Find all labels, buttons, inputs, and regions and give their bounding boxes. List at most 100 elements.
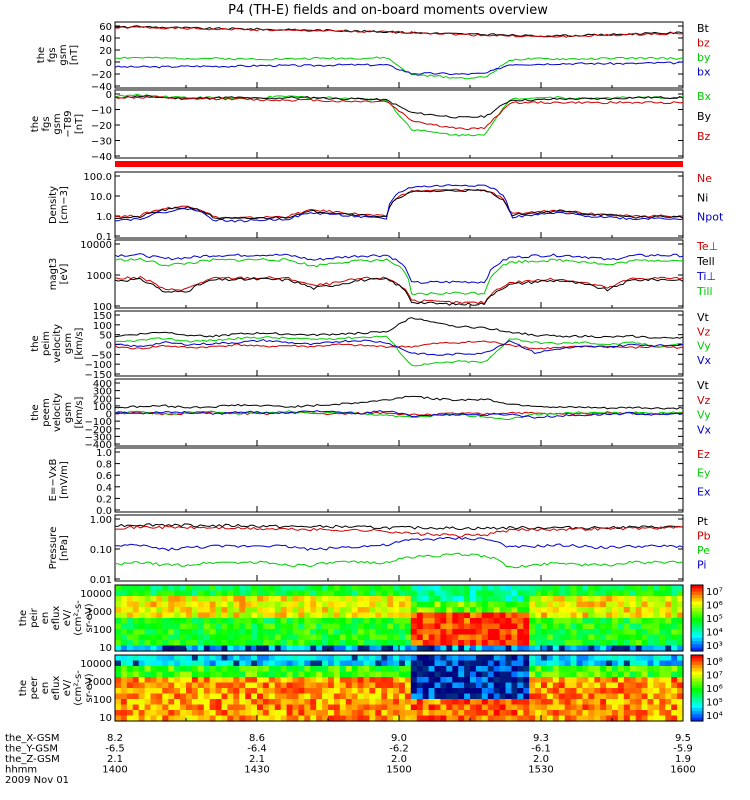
heatmap-cell	[582, 618, 589, 625]
heatmap-cell	[487, 645, 495, 652]
heatmap-cell	[410, 590, 418, 597]
heatmap-cell	[245, 699, 252, 706]
heatmap-cell	[641, 596, 649, 603]
ylabel-line: the	[18, 680, 29, 696]
legend-Pb: Pb	[697, 530, 711, 543]
heatmap-cell	[629, 677, 637, 684]
heatmap-cell	[677, 596, 684, 603]
heatmap-cell	[440, 682, 447, 689]
heatmap-cell	[215, 715, 223, 722]
heatmap-cell	[410, 666, 418, 673]
heatmap-cell	[653, 715, 660, 722]
heatmap-cell	[144, 645, 152, 652]
heatmap-cell	[464, 699, 471, 706]
heatmap-cell	[132, 693, 140, 700]
heatmap-cell	[546, 682, 554, 689]
heatmap-cell	[304, 645, 311, 652]
series-line-Pt	[114, 523, 684, 531]
heatmap-cell	[416, 671, 424, 678]
heatmap-cell	[280, 634, 288, 641]
heatmap-cell	[570, 666, 578, 673]
heatmap-cell	[588, 677, 595, 684]
heatmap-cell	[286, 634, 294, 641]
heatmap-cell	[546, 607, 554, 614]
heatmap-cell	[440, 601, 447, 608]
heatmap-cell	[138, 601, 146, 608]
heatmap-cell	[115, 612, 122, 619]
heatmap-cell	[653, 710, 660, 717]
heatmap-cell	[416, 640, 424, 647]
heatmap-cell	[126, 655, 134, 662]
heatmap-cell	[387, 677, 394, 684]
heatmap-cell	[251, 634, 258, 641]
heatmap-cell	[517, 612, 524, 619]
heatmap-cell	[623, 607, 631, 614]
heatmap-cell	[316, 666, 323, 673]
heatmap-cell	[239, 590, 246, 597]
heatmap-cell	[529, 612, 536, 619]
heatmap-cell	[209, 660, 217, 667]
heatmap-cell	[558, 601, 566, 608]
heatmap-cell	[523, 660, 530, 667]
heatmap-cell	[369, 623, 376, 630]
heatmap-cell	[197, 645, 205, 652]
heatmap-cell	[251, 640, 258, 647]
heatmap-cell	[304, 677, 311, 684]
heatmap-cell	[186, 612, 193, 619]
heatmap-cell	[422, 671, 430, 678]
heatmap-cell	[606, 704, 613, 711]
legend-Ex: Ex	[697, 485, 711, 498]
ytick-label: −150	[85, 370, 112, 381]
legend-Ey: Ey	[697, 467, 711, 480]
heatmap-cell	[292, 640, 299, 647]
heatmap-cell	[120, 596, 128, 603]
heatmap-cell	[191, 704, 199, 711]
heatmap-cell	[245, 710, 252, 717]
heatmap-cell	[369, 645, 376, 652]
heatmap-cell	[629, 596, 637, 603]
heatmap-cell	[369, 671, 376, 678]
heatmap-cell	[505, 682, 512, 689]
heatmap-cell	[641, 634, 649, 641]
heatmap-cell	[582, 629, 589, 636]
heatmap-cell	[387, 623, 394, 630]
heatmap-cell	[588, 710, 595, 717]
heatmap-cell	[168, 660, 175, 667]
ytick-label: 0.01	[90, 575, 112, 586]
heatmap-cell	[659, 607, 666, 614]
heatmap-cell	[186, 590, 193, 597]
heatmap-cell	[499, 688, 507, 695]
heatmap-cell	[191, 693, 199, 700]
ylabel-line: (cm²-s-	[73, 600, 84, 636]
heatmap-cell	[363, 699, 370, 706]
heatmap-cell	[659, 601, 666, 608]
heatmap-cell	[357, 688, 365, 695]
heatmap-cell	[470, 660, 477, 667]
heatmap-cell	[262, 715, 270, 722]
heatmap-cell	[446, 640, 453, 647]
heatmap-cell	[458, 704, 465, 711]
heatmap-cell	[428, 612, 436, 619]
heatmap-cell	[375, 704, 382, 711]
heatmap-cell	[120, 682, 128, 689]
heatmap-cell	[363, 671, 370, 678]
heatmap-cell	[529, 682, 536, 689]
heatmap-cell	[499, 612, 507, 619]
heatmap-cell	[511, 607, 518, 614]
heatmap-cell	[677, 645, 684, 652]
heatmap-cell	[316, 601, 323, 608]
heatmap-cell	[517, 590, 524, 597]
heatmap-cell	[653, 688, 660, 695]
heatmap-cell	[617, 640, 625, 647]
heatmap-cell	[120, 629, 128, 636]
heatmap-cell	[428, 666, 436, 673]
heatmap-cell	[576, 612, 583, 619]
heatmap-cell	[274, 634, 282, 641]
heatmap-cell	[393, 601, 400, 608]
heatmap-cell	[404, 666, 412, 673]
ytick-label: 10	[99, 713, 112, 724]
heatmap-cell	[262, 693, 270, 700]
footer-value: 9.0	[391, 733, 407, 744]
heatmap-cell	[274, 688, 282, 695]
heatmap-cell	[351, 677, 359, 684]
